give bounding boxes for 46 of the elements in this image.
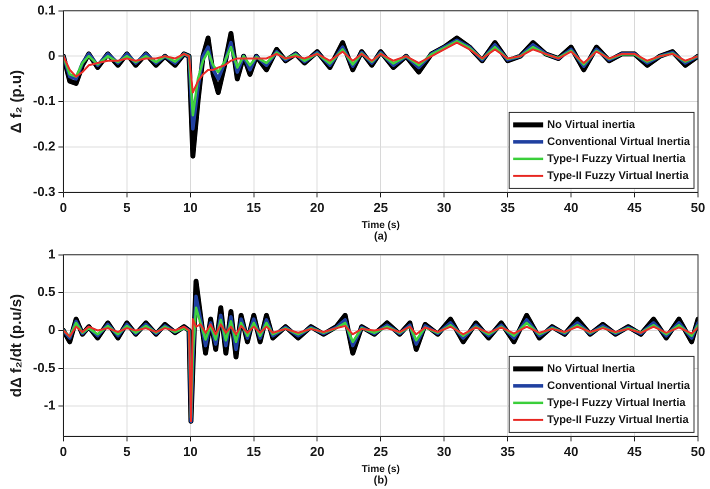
y-tick-label: 0.5 — [37, 284, 56, 300]
y-tick-label: -1 — [44, 398, 56, 413]
x-tick-label: 35 — [500, 444, 515, 459]
y-tick-label: -0.2 — [32, 138, 56, 154]
x-axis-title: Time (s) — [362, 464, 400, 475]
legend-label: Type-I Fuzzy Virtual Inertia — [547, 152, 686, 165]
x-tick-label: 40 — [564, 444, 578, 459]
x-tick-label: 40 — [564, 200, 578, 215]
x-tick-label: 10 — [183, 200, 198, 215]
legend-label: Conventional Virtual Inertia — [547, 136, 691, 148]
legend-label: Type-II Fuzzy Virtual Inertia — [547, 170, 690, 182]
legend-label: Conventional Virtual Inertia — [547, 380, 691, 392]
y-tick-label: -0.5 — [32, 360, 56, 375]
y-tick-label: -0.1 — [32, 93, 56, 108]
legend-label: Type-I Fuzzy Virtual Inertia — [547, 396, 686, 409]
x-tick-label: 20 — [310, 444, 324, 459]
y-tick-label: -0.3 — [32, 184, 56, 199]
legend-label: Type-II Fuzzy Virtual Inertia — [547, 414, 690, 426]
x-tick-label: 35 — [500, 200, 515, 215]
x-tick-label: 0 — [60, 200, 68, 215]
x-tick-label: 50 — [690, 444, 706, 459]
x-tick-label: 5 — [123, 444, 130, 459]
y-tick-label: 0.1 — [37, 2, 56, 18]
x-tick-label: 30 — [436, 200, 452, 215]
x-axis-title: Time (s) — [362, 220, 400, 231]
x-tick-label: 20 — [310, 200, 324, 215]
x-tick-label: 25 — [373, 200, 388, 215]
x-tick-label: 30 — [436, 444, 452, 459]
y-tick-label: 0 — [48, 48, 56, 63]
x-tick-label: 15 — [246, 200, 262, 215]
text: (a) — [374, 230, 388, 243]
y-axis-title: Δ f₂ (p.u) — [8, 70, 26, 134]
y-tick-label: 0 — [48, 322, 56, 338]
x-tick-label: 45 — [627, 444, 642, 459]
legend-label: No Virtual inertia — [547, 118, 636, 131]
x-tick-label: 10 — [183, 444, 198, 459]
y-axis-title: dΔ f₂/dt (p.u/s) — [8, 294, 26, 398]
text: (b) — [374, 474, 388, 487]
x-tick-label: 50 — [690, 200, 706, 215]
x-tick-label: 45 — [627, 200, 642, 215]
y-tick-label: 1 — [48, 246, 56, 262]
legend-label: No Virtual Inertia — [547, 362, 636, 375]
x-tick-label: 5 — [123, 200, 130, 215]
x-tick-label: 15 — [246, 444, 262, 459]
x-tick-label: 0 — [60, 444, 68, 459]
x-tick-label: 25 — [373, 444, 388, 459]
